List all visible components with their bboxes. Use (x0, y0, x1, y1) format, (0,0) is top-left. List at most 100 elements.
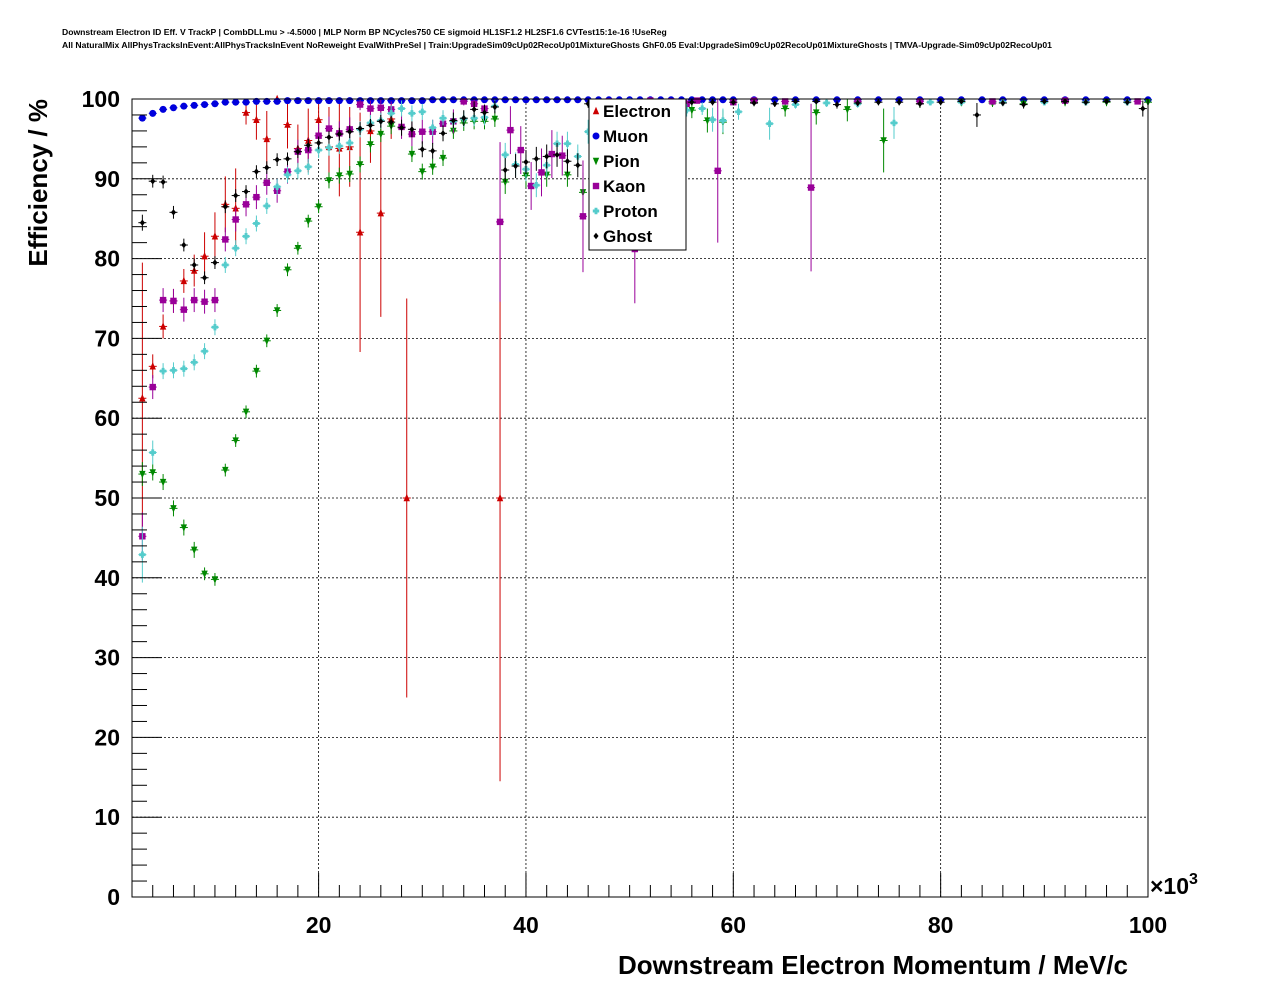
data-point (408, 97, 416, 105)
data-point (357, 125, 363, 132)
data-point (496, 218, 504, 226)
data-point (378, 118, 384, 125)
data-point (419, 168, 426, 176)
data-point (538, 169, 545, 176)
data-point (449, 96, 457, 104)
data-point (430, 147, 436, 155)
data-point (346, 170, 353, 179)
data-point (730, 98, 736, 106)
data-point (377, 208, 385, 217)
data-point (242, 201, 250, 208)
legend-marker (592, 182, 600, 190)
data-point (253, 193, 260, 201)
data-point (315, 146, 322, 154)
data-point (710, 98, 716, 106)
data-point (699, 105, 706, 112)
data-point (855, 99, 861, 107)
data-point (896, 98, 902, 106)
data-point (1083, 98, 1089, 106)
data-point (150, 177, 156, 185)
data-point (233, 192, 239, 199)
data-point (263, 337, 270, 345)
y-tick-label: 0 (107, 884, 120, 910)
data-point (273, 97, 281, 105)
data-point (242, 98, 250, 106)
data-point (1103, 98, 1110, 105)
data-point (159, 105, 167, 113)
data-point (502, 178, 509, 187)
data-point (191, 261, 197, 269)
legend-label: Ghost (603, 227, 652, 246)
data-point (180, 102, 188, 110)
data-point (356, 161, 364, 169)
data-point (522, 96, 530, 104)
data-point (211, 232, 219, 240)
legend-label: Muon (603, 127, 648, 146)
data-point (242, 108, 250, 116)
data-point (1041, 98, 1047, 105)
data-point (315, 203, 322, 211)
y-tick-label: 60 (94, 405, 120, 431)
data-point (253, 168, 259, 175)
legend-marker (592, 132, 600, 140)
data-point (139, 470, 146, 479)
data-point (180, 306, 188, 313)
data-point (501, 96, 509, 104)
data-point (714, 167, 721, 175)
data-point (325, 97, 333, 105)
data-point (242, 408, 250, 417)
data-point (335, 97, 343, 105)
data-point (149, 383, 156, 391)
data-point (253, 367, 260, 376)
legend-label: Pion (603, 152, 640, 171)
data-point (211, 324, 219, 331)
data-point (191, 546, 198, 555)
data-point (513, 162, 519, 170)
data-point (398, 124, 405, 131)
data-point (190, 101, 198, 109)
data-point (304, 97, 312, 105)
data-point (191, 296, 198, 304)
data-point (232, 245, 239, 252)
data-point (1140, 105, 1146, 112)
data-point (180, 524, 188, 532)
chart-title-line-1: Downstream Electron ID Eff. V TrackP | C… (62, 27, 667, 37)
data-point (232, 437, 239, 445)
data-point (367, 141, 374, 149)
data-point (543, 96, 551, 104)
data-point (813, 109, 820, 117)
data-point (875, 98, 882, 106)
data-point (346, 139, 353, 147)
legend-label: Kaon (603, 177, 646, 196)
data-point (170, 505, 177, 513)
data-point (429, 124, 436, 131)
data-point (388, 118, 394, 126)
legend-entry-proton: Proton (592, 202, 658, 221)
data-point (735, 108, 742, 115)
data-point (709, 116, 716, 123)
data-point (584, 128, 592, 135)
data-point (315, 97, 323, 105)
data-point (1134, 98, 1141, 105)
data-point (263, 97, 271, 105)
data-point (683, 106, 690, 114)
data-point (507, 126, 514, 134)
data-point (315, 132, 322, 139)
data-point (284, 155, 291, 163)
data-point (159, 367, 167, 375)
data-point (880, 137, 887, 145)
data-point (419, 146, 425, 153)
data-point (273, 307, 281, 315)
data-point (180, 276, 188, 285)
x-tick-label: 80 (928, 912, 954, 938)
data-point (704, 117, 711, 125)
y-tick-label: 40 (94, 565, 120, 591)
data-point (139, 551, 146, 558)
data-point (781, 98, 789, 105)
data-point (170, 209, 177, 216)
data-point (807, 184, 815, 191)
data-point (356, 228, 364, 236)
data-point (502, 151, 509, 159)
data-point (989, 98, 996, 105)
data-point (263, 179, 270, 186)
